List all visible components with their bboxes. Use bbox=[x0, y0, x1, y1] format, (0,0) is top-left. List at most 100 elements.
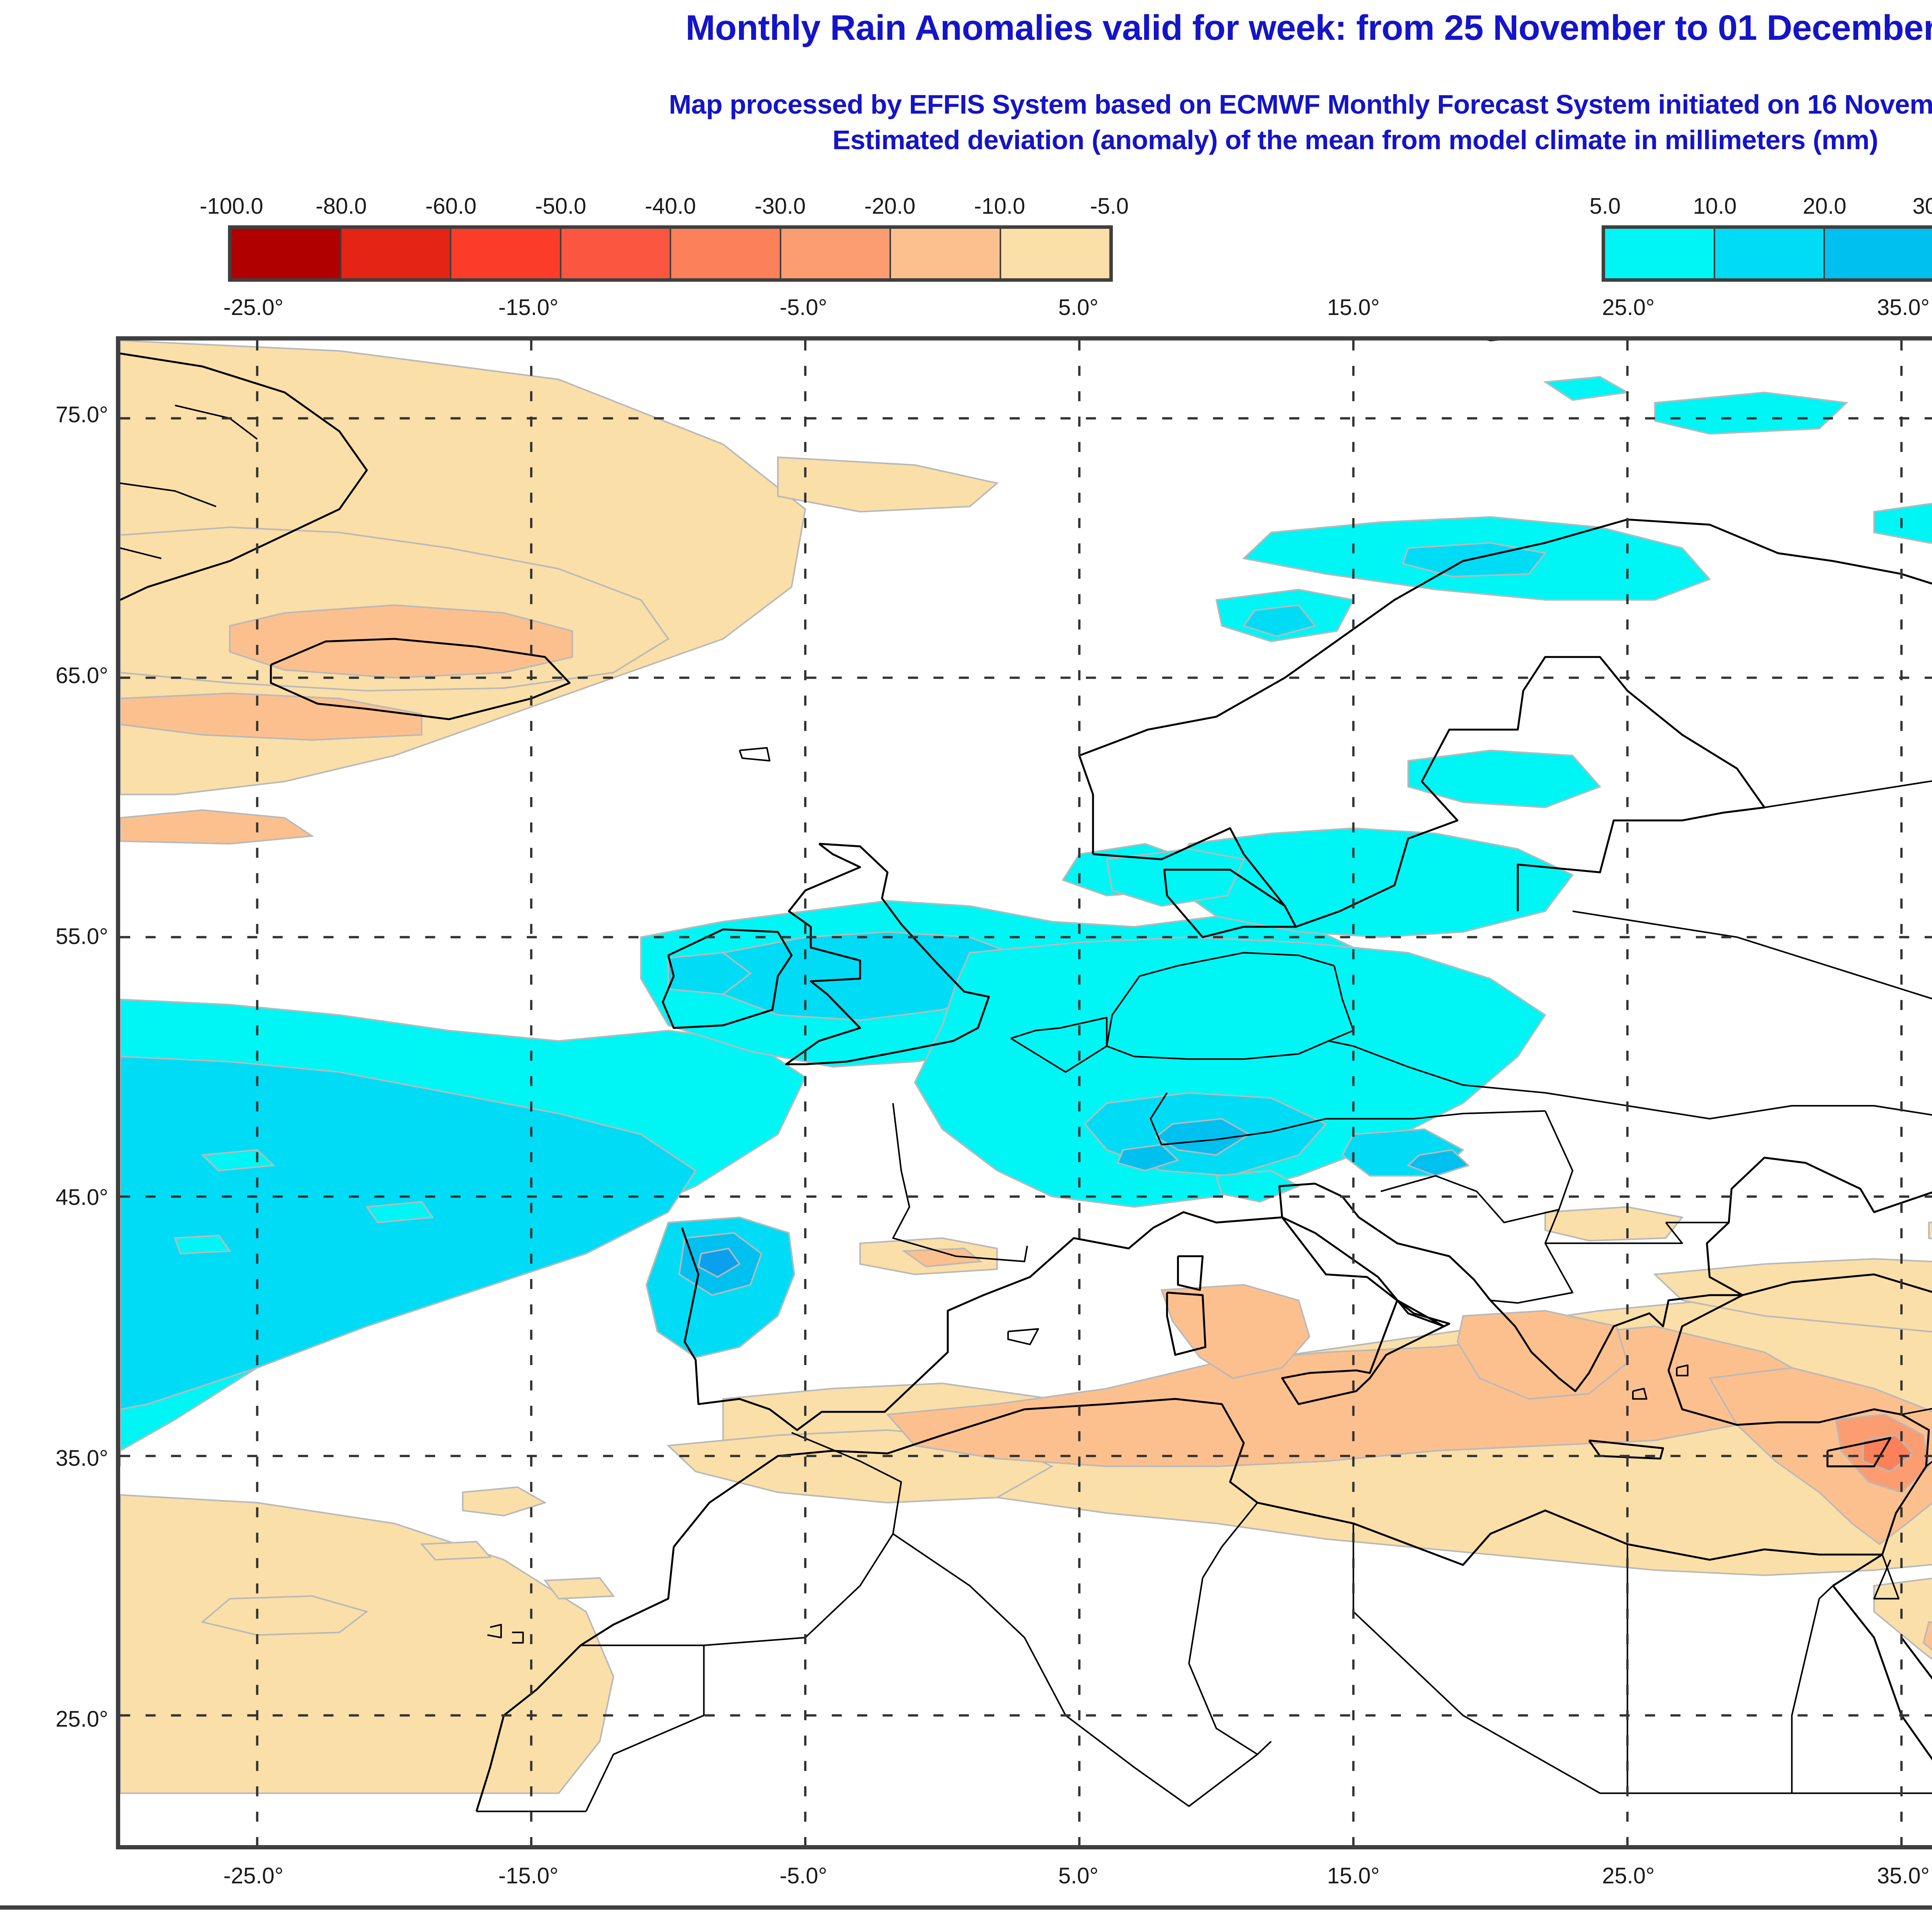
longitude-tick-label: 5.0° bbox=[1058, 295, 1099, 320]
coastline bbox=[1295, 656, 1765, 928]
anomaly-contour-band bbox=[1406, 1149, 1470, 1177]
coastline bbox=[1490, 1110, 1573, 1304]
negative-colorbar bbox=[228, 225, 1113, 282]
coastline bbox=[1079, 518, 1932, 757]
anomaly-contour-band bbox=[1116, 1144, 1180, 1171]
coastline bbox=[1010, 1016, 1108, 1073]
colorbar-swatch bbox=[451, 229, 561, 278]
longitude-tick-label: 25.0° bbox=[1602, 295, 1655, 320]
anomaly-contour-band bbox=[1873, 1577, 1932, 1660]
anomaly-contour-band bbox=[174, 1234, 231, 1255]
longitude-tick-label: 15.0° bbox=[1327, 1863, 1380, 1888]
anomaly-contour-band bbox=[1407, 749, 1602, 809]
coastline bbox=[585, 1432, 902, 1812]
coastline bbox=[1791, 1585, 1833, 1793]
anomaly-contour-band bbox=[120, 692, 423, 741]
coastline bbox=[1676, 1364, 1689, 1377]
anomaly-contour-band bbox=[120, 1494, 614, 1794]
coastline bbox=[1545, 1092, 1932, 1120]
anomaly-contour-band bbox=[1160, 1284, 1311, 1379]
longitude-tick-label: 5.0° bbox=[1058, 1863, 1099, 1888]
coastline bbox=[475, 1546, 675, 1812]
anomaly-contour-band bbox=[543, 1577, 615, 1600]
anomaly-contour-band bbox=[120, 809, 315, 845]
anomaly-contour-band bbox=[462, 1486, 547, 1517]
longitude-tick-label: -15.0° bbox=[498, 295, 559, 320]
longitude-tick-label: -5.0° bbox=[779, 1863, 827, 1888]
longitude-tick-label: 25.0° bbox=[1602, 1863, 1655, 1888]
coastline bbox=[662, 928, 793, 1029]
coastline bbox=[120, 547, 162, 559]
coastline bbox=[1826, 1437, 1892, 1468]
positive-colorbar-ticks: 5.010.020.030.040.050.060.080.0100.0 bbox=[1590, 193, 1932, 220]
coastline bbox=[1380, 1175, 1559, 1224]
colorbar-swatch bbox=[1715, 229, 1825, 278]
coastline bbox=[1093, 827, 1297, 938]
coastline bbox=[487, 1624, 502, 1639]
coastline bbox=[1161, 1110, 1546, 1146]
coastline bbox=[1188, 1578, 1258, 1755]
longitude-tick-label: -25.0° bbox=[223, 295, 284, 320]
anomaly-contour-band bbox=[1654, 392, 1849, 435]
colorbar-tick-label: -30.0 bbox=[754, 194, 806, 219]
latitude-tick-label: 65.0° bbox=[55, 663, 108, 688]
coastline bbox=[1202, 1502, 1258, 1578]
coastline bbox=[120, 352, 368, 601]
coastline bbox=[270, 638, 571, 720]
anomaly-contour-band bbox=[1242, 604, 1316, 637]
anomaly-contour-band bbox=[1105, 848, 1245, 907]
coastline bbox=[892, 1533, 1272, 1807]
latitude-tick-label: 25.0° bbox=[55, 1706, 108, 1731]
anomaly-contour-band bbox=[697, 1248, 741, 1278]
longitude-axis-top: -25.0°-15.0°-5.0°5.0°15.0°25.0°35.0°45.0… bbox=[116, 295, 1932, 322]
anomaly-contour-band bbox=[1543, 376, 1630, 401]
longitude-tick-label: -15.0° bbox=[498, 1863, 559, 1888]
colorbar-tick-label: -20.0 bbox=[864, 194, 916, 219]
colorbar-tick-label: 20.0 bbox=[1803, 194, 1847, 219]
longitude-tick-label: -25.0° bbox=[223, 1863, 284, 1888]
positive-colorbar bbox=[1602, 225, 1932, 282]
colorbar-swatch bbox=[891, 229, 1001, 278]
longitude-tick-label: -5.0° bbox=[779, 295, 827, 320]
page-title: Monthly Rain Anomalies valid for week: f… bbox=[685, 8, 1932, 48]
anomaly-contour-band bbox=[667, 952, 752, 995]
anomaly-contour-band bbox=[901, 1248, 983, 1268]
colorbar-swatch bbox=[781, 229, 891, 278]
coastline bbox=[1007, 1328, 1039, 1345]
anomaly-contour-band bbox=[420, 1541, 492, 1561]
colorbar-tick-label: -40.0 bbox=[645, 194, 696, 219]
colorbar-tick-label: -80.0 bbox=[315, 194, 367, 219]
coastline bbox=[512, 1631, 524, 1644]
coastline bbox=[892, 1103, 1028, 1262]
anomaly-contour-band bbox=[1708, 1367, 1932, 1545]
colorbar-tick-label: -5.0 bbox=[1090, 194, 1129, 219]
colorbar-tick-label: -60.0 bbox=[425, 194, 477, 219]
anomaly-contour-band bbox=[365, 1201, 434, 1224]
coastline bbox=[1352, 1523, 1628, 1794]
anomaly-contour-band bbox=[120, 1056, 697, 1410]
coastline bbox=[1328, 965, 1354, 1042]
coastline bbox=[1832, 1554, 1883, 1587]
anomaly-contour-band bbox=[777, 456, 999, 512]
longitude-tick-label: 15.0° bbox=[1327, 295, 1380, 320]
anomaly-contour-band bbox=[1922, 1621, 1932, 1651]
latitude-tick-label: 75.0° bbox=[55, 402, 108, 427]
anomaly-contour-band bbox=[1928, 1221, 1932, 1239]
colorbar-tick-label: 30.0 bbox=[1912, 194, 1932, 219]
colorbar-swatch bbox=[671, 229, 781, 278]
coastline bbox=[1873, 1554, 1900, 1600]
coastline bbox=[1632, 1388, 1648, 1400]
coastline bbox=[1106, 952, 1335, 1047]
coastline bbox=[1545, 1222, 1683, 1244]
anomaly-contour-band bbox=[201, 1149, 276, 1171]
anomaly-contour-map bbox=[120, 340, 1932, 1845]
map-plot-area[interactable] bbox=[116, 336, 1932, 1849]
coastline bbox=[1078, 755, 1094, 854]
colorbar-swatch bbox=[341, 229, 451, 278]
anomaly-contour-band bbox=[229, 604, 573, 679]
colorbar-tick-label: 10.0 bbox=[1693, 194, 1737, 219]
colorbar-swatch bbox=[561, 229, 671, 278]
anomaly-contour-band bbox=[1155, 1118, 1251, 1156]
bottom-rule bbox=[0, 1905, 1932, 1910]
